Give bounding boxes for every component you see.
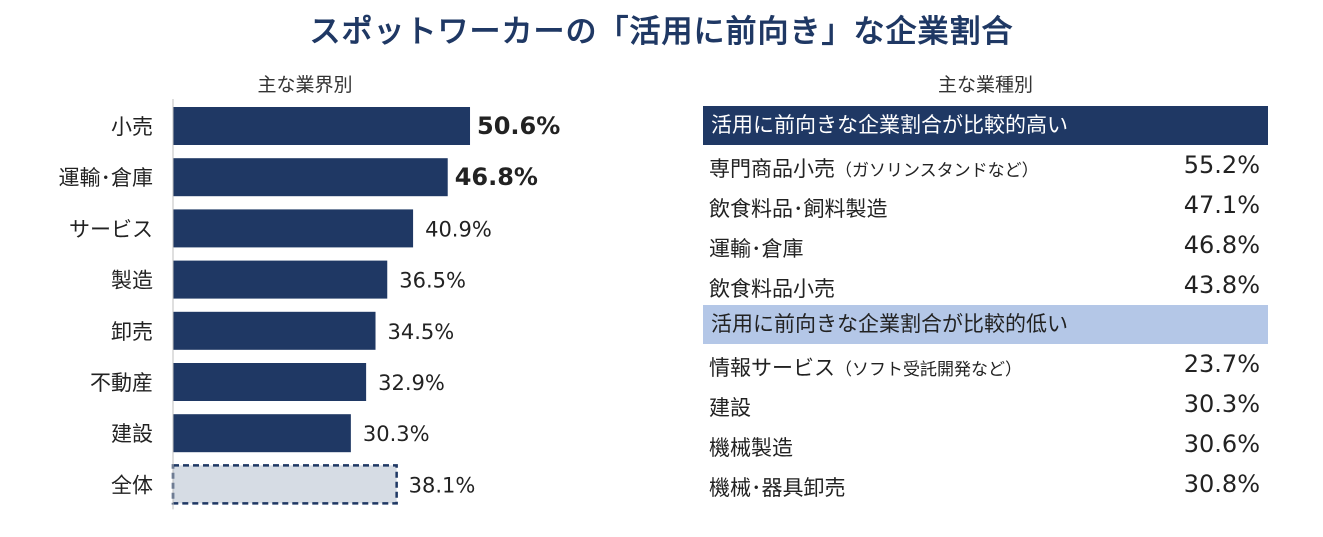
row-value: 23.7%	[1183, 350, 1260, 378]
section-header-low: 活用に前向きな企業割合が比較的低い	[703, 305, 1268, 344]
table-row: 運輸･倉庫 46.8%	[703, 225, 1268, 265]
category-label: サービス	[69, 217, 153, 241]
industry-table-subtitle: 主な業種別	[937, 74, 1033, 96]
value-label: 40.9%	[425, 217, 492, 241]
row-note: （ガソリンスタンドなど）	[835, 161, 1039, 181]
category-label: 小売	[111, 115, 153, 139]
row-value: 47.1%	[1183, 191, 1260, 219]
bar	[173, 260, 388, 299]
row-label: 建設	[709, 396, 751, 420]
row-value: 43.8%	[1183, 271, 1260, 299]
row-value: 46.8%	[1183, 231, 1260, 259]
category-label: 建設	[111, 422, 153, 446]
section-high: 活用に前向きな企業割合が比較的高い 専門商品小売（ガソリンスタンドなど） 55.2…	[703, 106, 1268, 305]
bar-chart: 小売 50.6% 運輸･倉庫 46.8% サービス 40.9% 製造 36.5% 卸売 34.5%…	[59, 99, 560, 510]
row-label: 専門商品小売	[709, 157, 835, 181]
value-label: 34.5%	[388, 320, 455, 344]
category-label: 不動産	[90, 371, 153, 395]
table-row: 専門商品小売（ガソリンスタンドなど） 55.2%	[703, 145, 1268, 185]
category-label: 全体	[111, 473, 153, 497]
table-row: 機械製造 30.6%	[703, 424, 1268, 464]
row-label: 機械製造	[709, 436, 793, 460]
value-label: 46.8%	[455, 163, 538, 191]
table-row: 飲食料品･飼料製造 47.1%	[703, 185, 1268, 225]
row-label: 飲食料品･飼料製造	[709, 197, 888, 221]
chart-title: スポットワーカーの「活用に前向き」な企業割合	[309, 14, 1014, 50]
industry-chart-subtitle: 主な業界別	[257, 74, 353, 96]
bar	[173, 158, 448, 197]
value-label: 32.9%	[378, 371, 445, 395]
bar	[173, 311, 376, 350]
value-label: 38.1%	[409, 473, 476, 497]
bar	[173, 414, 351, 453]
bar-total	[171, 464, 398, 505]
row-label: 飲食料品小売	[709, 277, 835, 301]
bar	[173, 107, 471, 145]
value-label: 50.6%	[477, 112, 560, 140]
bar	[173, 363, 367, 401]
section-low: 活用に前向きな企業割合が比較的低い 情報サービス（ソフト受託開発など） 23.7%…	[703, 305, 1268, 504]
row-value: 30.3%	[1183, 390, 1260, 418]
category-label: 卸売	[111, 320, 153, 344]
table-row: 情報サービス（ソフト受託開発など） 23.7%	[703, 344, 1268, 384]
industry-table: 活用に前向きな企業割合が比較的高い 専門商品小売（ガソリンスタンドなど） 55.2…	[703, 106, 1268, 504]
row-label: 情報サービス	[709, 356, 835, 380]
table-row: 建設 30.3%	[703, 384, 1268, 424]
section-header-high: 活用に前向きな企業割合が比較的高い	[703, 106, 1268, 145]
row-label: 機械･器具卸売	[709, 476, 846, 500]
row-value: 30.8%	[1183, 470, 1260, 498]
bar	[173, 209, 414, 248]
row-label: 運輸･倉庫	[709, 237, 804, 261]
table-row: 機械･器具卸売 30.8%	[703, 464, 1268, 504]
row-note: （ソフト受託開発など）	[835, 360, 1022, 380]
value-label: 36.5%	[399, 269, 466, 293]
table-row: 飲食料品小売 43.8%	[703, 265, 1268, 305]
row-value: 55.2%	[1183, 151, 1260, 179]
category-label: 製造	[111, 269, 153, 293]
value-label: 30.3%	[363, 422, 430, 446]
row-value: 30.6%	[1183, 430, 1260, 458]
category-label: 運輸･倉庫	[59, 166, 154, 190]
